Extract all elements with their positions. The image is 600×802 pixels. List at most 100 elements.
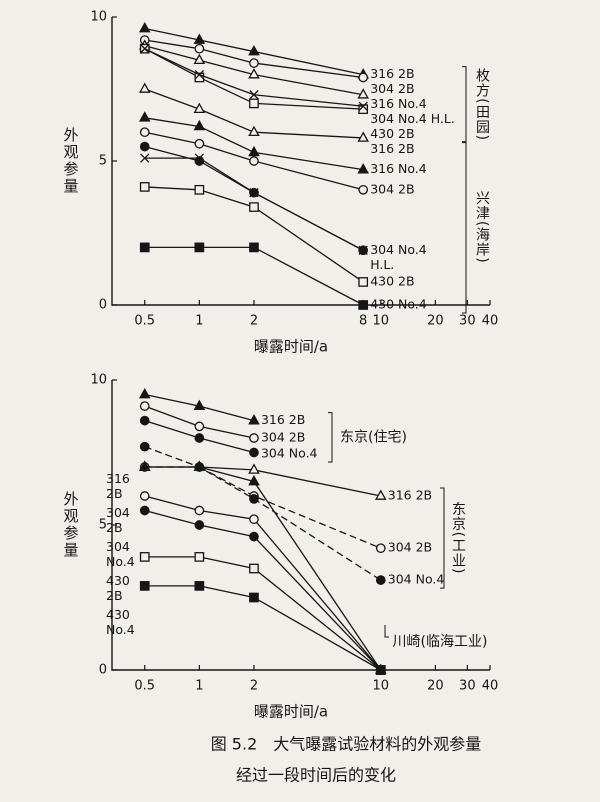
marker — [249, 447, 259, 458]
marker — [194, 43, 205, 54]
series-line — [144, 27, 364, 76]
series-line — [144, 495, 382, 671]
series-line — [144, 466, 382, 671]
marker — [249, 156, 259, 166]
marker — [139, 242, 150, 253]
group-label: 东京(工业) — [450, 502, 466, 575]
series-label: 304 2B — [370, 81, 414, 96]
marker — [248, 68, 260, 79]
marker — [358, 184, 369, 195]
series-label: 316 No.4 — [370, 161, 427, 176]
series-line — [144, 117, 364, 171]
series-line — [144, 186, 364, 283]
marker — [194, 69, 205, 80]
x-tick-label: 8 — [359, 314, 367, 329]
series-label: 316 No.4 — [370, 96, 427, 111]
x-tick-label: 30 — [459, 314, 476, 329]
marker — [249, 514, 259, 525]
marker — [138, 387, 151, 399]
series-label: 316 2B — [388, 488, 432, 503]
marker — [193, 102, 206, 114]
series-line — [144, 48, 364, 110]
group-label: 枚方(田园) — [474, 68, 490, 141]
marker — [249, 202, 259, 212]
marker — [249, 592, 259, 603]
marker — [357, 88, 370, 99]
marker — [248, 474, 260, 486]
marker — [193, 53, 206, 65]
marker — [358, 104, 369, 115]
marker — [375, 575, 386, 585]
marker — [249, 494, 259, 504]
marker — [194, 552, 205, 562]
group-label: 川崎(临海工业) — [393, 634, 488, 650]
marker — [139, 581, 150, 591]
series-line — [144, 556, 382, 671]
marker — [249, 531, 259, 542]
series-line — [144, 48, 364, 107]
marker — [249, 90, 259, 100]
marker — [194, 138, 205, 149]
marker — [139, 141, 150, 152]
marker — [375, 665, 386, 675]
marker — [138, 21, 151, 33]
marker — [139, 401, 150, 411]
x-tick-label: 10 — [372, 679, 389, 694]
marker — [194, 153, 205, 163]
caption-line: 图 5.2 大气曝露试验材料的外观参量 — [211, 735, 482, 754]
marker — [138, 111, 151, 122]
series-label: 304 2B — [388, 540, 432, 555]
x-tick-label: 20 — [427, 314, 444, 329]
series-line — [144, 509, 382, 671]
marker — [248, 414, 260, 425]
marker — [194, 421, 205, 432]
marker — [194, 581, 205, 591]
y-tick-label: 0 — [99, 663, 107, 678]
x-tick-label: 40 — [482, 314, 499, 329]
marker — [358, 72, 369, 83]
y-axis-label: 外观参量 — [62, 491, 80, 559]
marker — [194, 520, 205, 530]
y-tick-label: 10 — [90, 10, 107, 25]
x-tick-label: 2 — [250, 679, 258, 694]
group-label: 东京(住宅) — [340, 429, 407, 445]
marker — [194, 433, 205, 443]
series-line — [144, 39, 364, 79]
marker — [248, 125, 260, 137]
y-tick-label: 5 — [99, 518, 107, 533]
marker — [139, 491, 150, 501]
x-tick-label: 40 — [482, 679, 499, 694]
series-line — [144, 466, 381, 497]
marker — [358, 101, 368, 111]
marker — [138, 460, 151, 471]
series-line — [144, 45, 364, 96]
x-tick-label: 0.5 — [134, 679, 155, 694]
marker — [140, 44, 150, 54]
series-label: 430 No.4 — [370, 297, 427, 312]
marker — [193, 119, 206, 131]
series-line — [144, 466, 382, 549]
series-label: 430 2B — [370, 126, 414, 141]
marker — [249, 98, 259, 109]
series-label: 430 No.4 — [106, 607, 135, 637]
group-bracket — [328, 412, 333, 463]
series-label: 430 2B — [370, 273, 414, 288]
marker — [194, 72, 205, 83]
y-axis-label: 外观参量 — [62, 127, 80, 195]
marker — [249, 188, 259, 198]
series-label: 304 2B — [261, 430, 305, 445]
marker — [193, 33, 206, 44]
group-bracket — [462, 66, 467, 144]
x-axis-label: 曝露时间/a — [254, 338, 328, 356]
series-line — [144, 157, 364, 251]
y-tick-label: 0 — [99, 298, 107, 313]
marker — [358, 277, 369, 287]
x-tick-label: 30 — [459, 679, 476, 694]
marker — [249, 563, 259, 574]
marker — [248, 45, 260, 56]
y-tick-label: 5 — [99, 154, 107, 169]
series-label: 430 2B — [106, 573, 130, 603]
marker — [194, 242, 205, 253]
marker — [193, 460, 206, 471]
